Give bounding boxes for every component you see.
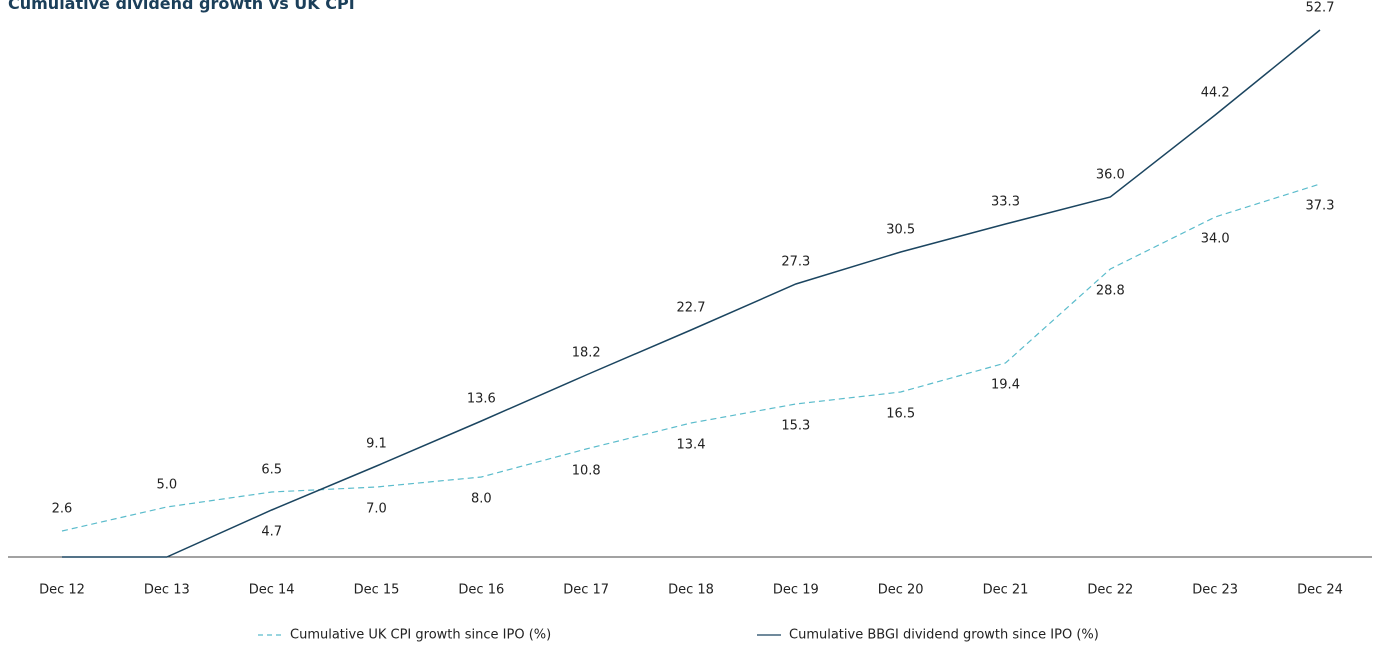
data-label: 37.3 (1306, 199, 1335, 214)
legend-label: Cumulative UK CPI growth since IPO (%) (290, 628, 551, 643)
data-label: 27.3 (781, 255, 810, 270)
series-line (62, 29, 1321, 558)
chart-title: Cumulative dividend growth vs UK CPI (8, 0, 355, 13)
data-label: 44.2 (1201, 86, 1230, 101)
x-tick-label: Dec 24 (1297, 583, 1343, 598)
data-label: 34.0 (1201, 232, 1230, 247)
data-label: 5.0 (156, 478, 177, 493)
x-tick-label: Dec 16 (458, 583, 504, 598)
x-tick-label: Dec 19 (773, 583, 819, 598)
data-label: 52.7 (1306, 1, 1335, 16)
data-label: 22.7 (677, 301, 706, 316)
data-label: 4.7 (261, 525, 282, 540)
x-tick-label: Dec 23 (1192, 583, 1238, 598)
data-label: 30.5 (886, 223, 915, 238)
x-tick-label: Dec 18 (668, 583, 714, 598)
data-label: 36.0 (1096, 168, 1125, 183)
data-label: 18.2 (572, 346, 601, 361)
legend-label: Cumulative BBGI dividend growth since IP… (789, 628, 1099, 643)
data-label: 33.3 (991, 195, 1020, 210)
series-line (61, 183, 1321, 532)
x-tick-label: Dec 12 (39, 583, 85, 598)
data-label: 2.6 (52, 502, 73, 517)
data-label: 19.4 (991, 378, 1020, 393)
data-label: 6.5 (261, 463, 282, 478)
data-label: 28.8 (1096, 284, 1125, 299)
data-label: 9.1 (366, 437, 387, 452)
data-label: 13.6 (467, 392, 496, 407)
data-label: 7.0 (366, 502, 387, 517)
x-tick-label: Dec 17 (563, 583, 609, 598)
x-tick-label: Dec 22 (1087, 583, 1133, 598)
data-label: 8.0 (471, 492, 492, 507)
data-label: 16.5 (886, 407, 915, 422)
data-label: 10.8 (572, 464, 601, 479)
x-tick-label: Dec 20 (878, 583, 924, 598)
x-tick-label: Dec 21 (983, 583, 1029, 598)
x-tick-label: Dec 13 (144, 583, 190, 598)
x-tick-label: Dec 14 (249, 583, 295, 598)
x-tick-label: Dec 15 (354, 583, 400, 598)
data-label: 15.3 (781, 419, 810, 434)
data-label: 13.4 (677, 438, 706, 453)
